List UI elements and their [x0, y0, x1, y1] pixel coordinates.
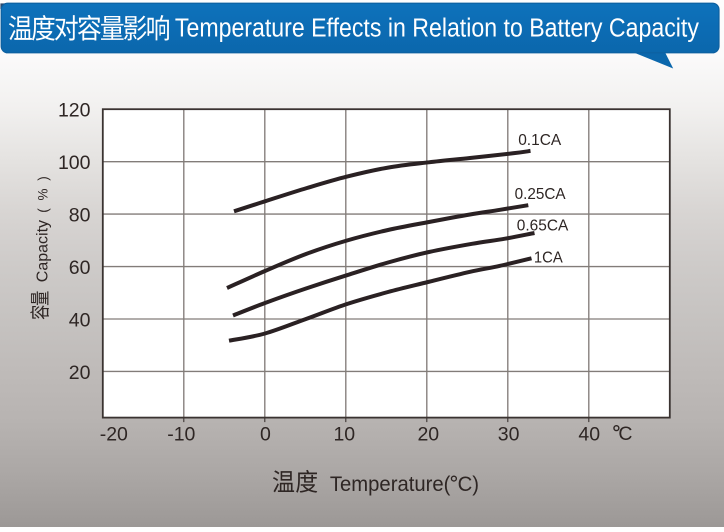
svg-text:0: 0: [260, 424, 271, 446]
svg-text:80: 80: [69, 205, 91, 227]
svg-text:C: C: [618, 423, 632, 445]
svg-text:0.65CA: 0.65CA: [517, 217, 569, 234]
svg-text:C): C): [458, 473, 479, 496]
svg-text:10: 10: [333, 424, 355, 446]
svg-text:120: 120: [58, 100, 91, 122]
svg-text:20: 20: [417, 424, 439, 446]
svg-text:60: 60: [69, 257, 91, 279]
svg-text:Capacity: Capacity: [34, 220, 51, 282]
svg-text:1CA: 1CA: [534, 250, 563, 267]
svg-text:( % ): ( % ): [35, 174, 50, 213]
svg-text:20: 20: [69, 362, 91, 384]
svg-text:100: 100: [58, 152, 91, 174]
svg-text:0.25CA: 0.25CA: [515, 186, 566, 203]
svg-text:40: 40: [578, 424, 600, 446]
svg-text:40: 40: [69, 310, 91, 332]
svg-text:Temperature Effects in Relatio: Temperature Effects in Relation to Batte…: [175, 15, 699, 43]
svg-text:0.1CA: 0.1CA: [518, 132, 561, 149]
svg-text:-10: -10: [167, 424, 195, 446]
svg-text:-20: -20: [100, 424, 128, 446]
svg-text:30: 30: [498, 424, 520, 446]
svg-text:Temperature(: Temperature(: [330, 473, 451, 496]
